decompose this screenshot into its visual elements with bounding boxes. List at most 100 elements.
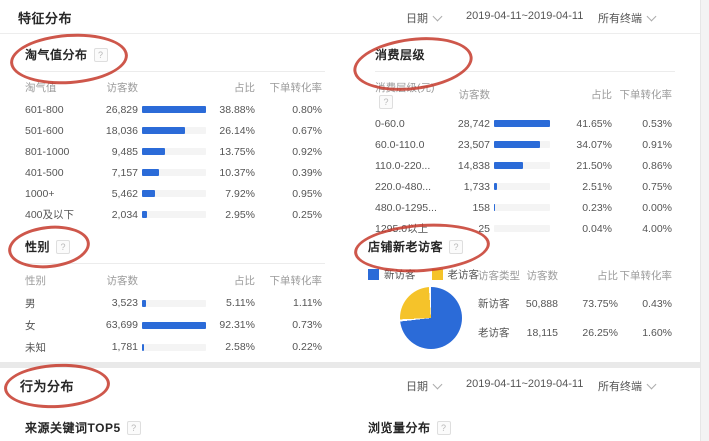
- share-value: 0.23%: [582, 201, 612, 214]
- section-separator: [0, 362, 709, 368]
- bar-fill: [142, 321, 206, 329]
- row-label: 110.0-220...: [375, 159, 431, 172]
- legend-item[interactable]: 新访客: [368, 267, 416, 282]
- legend-swatch-icon: [431, 269, 443, 280]
- bar-track: [494, 162, 550, 169]
- share-value: 2.58%: [225, 341, 255, 353]
- table-header: 性别 访客数 占比 下单转化率: [25, 273, 325, 288]
- legend-item[interactable]: 老访客: [431, 267, 479, 282]
- bar-fill: [494, 162, 523, 169]
- panel-title-source-keywords: 来源关键词TOP5: [25, 421, 121, 435]
- conversion-value: 0.43%: [642, 297, 672, 310]
- row-label: 未知: [25, 341, 46, 354]
- date-range-picker[interactable]: 2019-04-11~2019-04-11: [466, 10, 584, 22]
- bar-track: [494, 141, 550, 148]
- col-header: 占比: [591, 89, 612, 101]
- bar-track: [142, 106, 206, 113]
- row-label: 0-60.0: [375, 117, 405, 130]
- col-header: 占比: [234, 275, 255, 287]
- table-row: 801-1000 9,485 13.75% 0.92%: [25, 141, 325, 162]
- terminal-dropdown[interactable]: 所有终端: [598, 378, 657, 394]
- share-value: 13.75%: [219, 145, 255, 158]
- help-icon[interactable]: ?: [56, 239, 71, 254]
- table-row: 男 3,523 5.11% 1.11%: [25, 292, 325, 314]
- table-row: 400及以下 2,034 2.95% 0.25%: [25, 204, 325, 225]
- bar-track: [142, 127, 206, 134]
- share-value: 34.07%: [576, 138, 612, 151]
- visitor-count: 158: [472, 201, 490, 214]
- panel-consumption-level: 消费层级 消费层级(元)? 访客数 占比 下单转化率 0-60.0 28,742 41.6…: [375, 44, 675, 239]
- share-value: 26.25%: [582, 326, 618, 339]
- panel-taoqi-value: 淘气值分布 ? 淘气值 访客数 占比 下单转化率 601-800 26,829 38.88…: [25, 44, 325, 225]
- bar-cell: [138, 299, 208, 307]
- panel-title-consumption: 消费层级: [375, 48, 426, 62]
- visitor-count: 2,034: [111, 208, 138, 221]
- row-label: 401-500: [25, 166, 64, 179]
- conversion-value: 0.75%: [642, 180, 672, 193]
- bar-fill: [142, 169, 160, 176]
- table-row: 220.0-480... 1,733 2.51% 0.75%: [375, 176, 675, 197]
- visitor-count: 23,507: [457, 138, 490, 151]
- table-row: 女 63,699 92.31% 0.73%: [25, 314, 325, 336]
- panel-title-pageviews: 浏览量分布: [368, 421, 431, 435]
- date-dropdown[interactable]: 日期: [406, 378, 443, 394]
- conversion-value: 0.25%: [292, 208, 322, 221]
- col-header: 访客类型: [478, 270, 520, 282]
- table-header: 访客类型 访客数 占比 下单转化率: [478, 268, 672, 283]
- bar-cell: [138, 127, 208, 134]
- chevron-down-icon: [432, 11, 443, 22]
- col-header: 占比: [234, 82, 255, 94]
- help-icon[interactable]: ?: [449, 239, 464, 254]
- table-header: 淘气值 访客数 占比 下单转化率: [25, 80, 325, 95]
- conversion-value: 1.60%: [642, 326, 672, 339]
- panel-visitor-type: 店铺新老访客 ? 新访客 老访客 访客类型 访客数 占比 下单转化率 新访客 50,888…: [368, 238, 675, 349]
- bar-cell: [138, 190, 208, 197]
- table-row: 1000+ 5,462 7.92% 0.95%: [25, 183, 325, 204]
- table-body: 男 3,523 5.11% 1.11% 女 63,699 92.31% 0.73% 未知 1,78…: [25, 292, 325, 358]
- bar-cell: [490, 183, 552, 190]
- col-header: 淘气值: [25, 82, 57, 94]
- col-header: 下单转化率: [619, 270, 673, 282]
- bar-track: [142, 211, 206, 218]
- visitor-count: 9,485: [111, 145, 138, 158]
- row-label: 480.0-1295...: [375, 201, 437, 214]
- date-range-picker[interactable]: 2019-04-11~2019-04-11: [466, 378, 584, 390]
- table-row: 1295.0以上 25 0.04% 4.00%: [375, 218, 675, 239]
- row-label: 1295.0以上: [375, 223, 429, 235]
- bar-cell: [490, 120, 552, 127]
- help-icon[interactable]: ?: [379, 95, 393, 109]
- visitor-count: 7,157: [111, 166, 138, 179]
- bar-track: [494, 120, 550, 127]
- table-row: 601-800 26,829 38.88% 0.80%: [25, 99, 325, 120]
- col-header: 访客数: [106, 275, 139, 287]
- col-header: 下单转化率: [269, 275, 323, 287]
- help-icon[interactable]: ?: [93, 47, 108, 62]
- row-label: 1000+: [25, 187, 55, 200]
- table-row: 401-500 7,157 10.37% 0.39%: [25, 162, 325, 183]
- col-header: 访客数: [106, 82, 139, 94]
- help-icon[interactable]: ?: [436, 420, 451, 435]
- table-row: 60.0-110.0 23,507 34.07% 0.91%: [375, 134, 675, 155]
- bar-cell: [490, 141, 552, 148]
- terminal-dropdown[interactable]: 所有终端: [598, 10, 657, 26]
- row-label: 501-600: [25, 124, 64, 137]
- share-value: 21.50%: [576, 159, 612, 172]
- share-value: 10.37%: [219, 166, 255, 179]
- share-value: 92.31%: [219, 319, 255, 331]
- col-header: 性别: [25, 275, 46, 287]
- conversion-value: 0.86%: [642, 159, 672, 172]
- table-row: 未知 1,781 2.58% 0.22%: [25, 336, 325, 358]
- behavior-section-title: 行为分布: [20, 379, 75, 394]
- row-label: 女: [25, 319, 36, 332]
- bar-fill: [142, 211, 147, 218]
- help-icon[interactable]: ?: [126, 420, 141, 435]
- feature-section-title: 特征分布: [18, 11, 73, 26]
- visitor-count: 50,888: [525, 297, 558, 310]
- page-edge: [700, 0, 709, 441]
- bar-fill: [494, 141, 540, 148]
- visitor-count: 18,115: [526, 326, 558, 339]
- bar-track: [494, 183, 550, 190]
- legend-label: 新访客: [384, 269, 416, 281]
- date-dropdown[interactable]: 日期: [406, 10, 443, 26]
- conversion-value: 0.39%: [292, 166, 322, 179]
